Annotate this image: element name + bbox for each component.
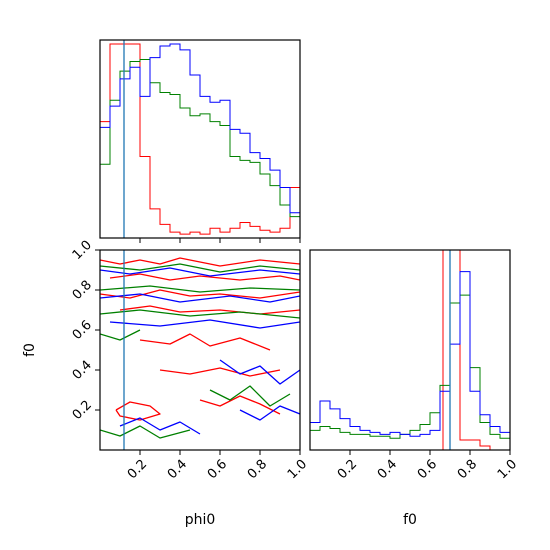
phi0-hist-blue <box>99 43 301 238</box>
x-axis-label-phi0: phi0 <box>185 512 216 528</box>
phi0-histogram-panel <box>99 39 301 243</box>
contour-blue-1 <box>100 293 300 303</box>
f0-y-tick-label-2: 0.6 <box>70 318 95 343</box>
f0-x-tick-label-2: 0.6 <box>415 457 440 482</box>
x-axis-label-f0: f0 <box>403 512 417 528</box>
contour-red-5 <box>159 367 281 377</box>
f0-y-tick-label-1: 0.4 <box>70 358 95 383</box>
axis-labels: phi0 f0 f0 <box>22 343 417 528</box>
contour-frame <box>99 249 301 451</box>
contour-blue-2 <box>109 319 300 329</box>
phi0-x-tick-label-2: 0.6 <box>205 457 230 482</box>
contour-green-1 <box>100 285 300 293</box>
phi0-f0-contour-panel: 0.2 0.4 0.6 0.8 1.0 0.2 0.4 0.6 0.8 1.0 <box>70 238 310 482</box>
f0-x-tick-label-0: 0.2 <box>335 457 360 482</box>
contour-red-4 <box>139 333 271 351</box>
f0-hist-blue <box>309 271 511 450</box>
f0-x-tick-label-1: 0.4 <box>375 457 400 482</box>
phi0-hist-frame <box>99 39 301 239</box>
f0-x-tick-label-3: 0.8 <box>455 457 480 482</box>
f0-x-tick-label-4: 1.0 <box>495 457 520 482</box>
contour-red-6 <box>115 401 161 421</box>
contour-blue-5 <box>239 405 300 421</box>
contour-red-1 <box>109 273 300 281</box>
contour-lines <box>100 257 300 439</box>
contour-red-2 <box>100 289 300 299</box>
y-axis-label-f0: f0 <box>22 343 38 357</box>
contour-red-3 <box>119 305 300 315</box>
contour-blue-4 <box>119 417 201 435</box>
f0-hist-green <box>309 294 511 450</box>
contour-red-0 <box>100 257 300 267</box>
contour-green-2 <box>100 309 300 319</box>
contour-green-5 <box>100 425 191 439</box>
phi0-hist-green <box>99 59 301 238</box>
contour-red-7 <box>199 395 281 415</box>
phi0-x-tick-label-0: 0.2 <box>125 457 150 482</box>
phi0-x-tick-label-1: 0.4 <box>165 457 190 482</box>
contour-green-3 <box>100 329 141 341</box>
contour-blue-3 <box>219 359 300 385</box>
f0-y-tick-label-3: 0.8 <box>70 278 95 303</box>
phi0-x-tick-label-4: 1.0 <box>285 457 310 482</box>
contour-green-0 <box>100 263 300 273</box>
f0-y-tick-label-0: 0.2 <box>70 398 95 423</box>
contour-green-4 <box>209 385 291 407</box>
phi0-hist-red <box>99 43 301 238</box>
phi0-x-tick-label-3: 0.8 <box>245 457 270 482</box>
f0-y-tick-label-4: 1.0 <box>70 238 95 263</box>
contour-blue-0 <box>100 267 300 277</box>
f0-histogram-panel: 0.2 0.4 0.6 0.8 1.0 <box>309 249 520 482</box>
f0-hist-frame <box>309 249 511 451</box>
